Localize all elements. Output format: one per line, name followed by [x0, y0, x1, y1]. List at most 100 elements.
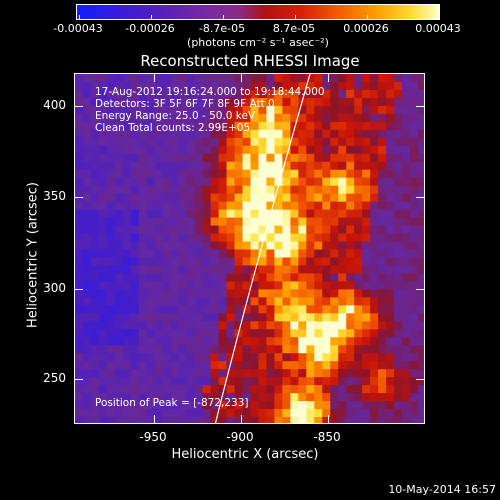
image-pixel: [314, 337, 323, 346]
image-pixel: [266, 297, 276, 306]
image-pixel: [154, 225, 164, 235]
image-pixel: [178, 169, 188, 179]
image-pixel: [218, 233, 228, 243]
image-pixel: [370, 209, 379, 219]
image-pixel: [322, 161, 331, 171]
image-pixel: [162, 249, 172, 259]
image-pixel: [202, 89, 212, 99]
image-pixel: [98, 329, 108, 338]
image-pixel: [346, 201, 355, 211]
image-pixel: [338, 345, 347, 354]
image-pixel: [354, 81, 363, 91]
image-pixel: [210, 137, 220, 147]
image-pixel: [210, 393, 220, 402]
image-pixel: [130, 297, 140, 306]
image-pixel: [266, 241, 276, 251]
image-pixel: [378, 297, 387, 306]
colorbar-tick-label: 0.00026: [343, 22, 389, 35]
image-pixel: [346, 169, 355, 179]
image-pixel: [370, 89, 379, 99]
image-pixel: [186, 329, 196, 338]
image-pixel: [146, 393, 156, 402]
image-pixel: [378, 137, 387, 147]
image-pixel: [90, 185, 100, 195]
image-pixel: [394, 281, 403, 290]
y-tick-mark: [75, 106, 83, 107]
image-pixel: [346, 233, 355, 243]
image-pixel: [410, 145, 419, 155]
image-pixel: [362, 329, 371, 338]
image-pixel: [402, 145, 411, 155]
image-pixel: [75, 361, 84, 370]
image-pixel: [162, 97, 172, 107]
image-pixel: [250, 321, 260, 330]
image-pixel: [330, 281, 339, 290]
image-pixel: [370, 321, 379, 330]
image-pixel: [218, 369, 228, 378]
image-pixel: [266, 185, 276, 195]
image-pixel: [130, 409, 140, 418]
image-pixel: [226, 409, 236, 418]
image-pixel: [346, 185, 355, 195]
image-pixel: [418, 225, 424, 235]
image-pixel: [210, 241, 220, 251]
image-pixel: [138, 153, 148, 163]
image-pixel: [154, 273, 164, 283]
image-pixel: [122, 105, 132, 115]
x-tick-mark: [241, 415, 242, 423]
image-pixel: [418, 161, 424, 171]
image-pixel: [402, 321, 411, 330]
image-pixel: [362, 401, 371, 410]
image-pixel: [106, 417, 116, 423]
image-pixel: [98, 193, 108, 203]
image-pixel: [338, 209, 347, 219]
image-pixel: [218, 97, 228, 107]
image-pixel: [266, 121, 276, 131]
image-pixel: [354, 169, 363, 179]
image-pixel: [378, 113, 387, 123]
image-pixel: [418, 289, 424, 298]
image-pixel: [138, 305, 148, 314]
image-pixel: [202, 81, 212, 91]
image-pixel: [226, 249, 236, 259]
image-pixel: [266, 417, 276, 423]
image-pixel: [90, 193, 100, 203]
image-pixel: [75, 321, 84, 330]
image-pixel: [290, 89, 299, 99]
image-pixel: [386, 177, 395, 187]
image-pixel: [258, 305, 268, 314]
image-pixel: [250, 113, 260, 123]
image-pixel: [234, 345, 244, 354]
image-pixel: [226, 177, 236, 187]
image-pixel: [322, 401, 331, 410]
image-pixel: [394, 401, 403, 410]
image-pixel: [130, 113, 140, 123]
image-pixel: [306, 369, 315, 378]
image-pixel: [146, 289, 156, 298]
image-pixel: [178, 185, 188, 195]
image-pixel: [75, 385, 84, 394]
image-pixel: [114, 265, 124, 275]
image-pixel: [178, 417, 188, 423]
image-pixel: [378, 97, 387, 107]
image-pixel: [314, 409, 323, 418]
image-pixel: [138, 393, 148, 402]
image-pixel: [82, 249, 92, 259]
image-pixel: [370, 401, 379, 410]
image-pixel: [306, 401, 315, 410]
image-pixel: [394, 329, 403, 338]
image-pixel: [362, 129, 371, 139]
image-pixel: [290, 321, 299, 330]
image-pixel: [386, 313, 395, 322]
image-pixel: [290, 337, 299, 346]
image-pixel: [274, 265, 284, 275]
image-pixel: [130, 353, 140, 362]
image-pixel: [266, 369, 276, 378]
image-pixel: [410, 81, 419, 91]
image-pixel: [234, 137, 244, 147]
image-pixel: [210, 313, 220, 322]
image-pixel: [258, 417, 268, 423]
image-pixel: [354, 353, 363, 362]
image-pixel: [346, 377, 355, 386]
image-pixel: [82, 145, 92, 155]
